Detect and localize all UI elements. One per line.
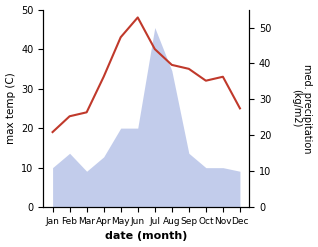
Y-axis label: med. precipitation
(kg/m2): med. precipitation (kg/m2) [291,64,313,153]
Y-axis label: max temp (C): max temp (C) [5,72,16,144]
X-axis label: date (month): date (month) [105,231,187,242]
